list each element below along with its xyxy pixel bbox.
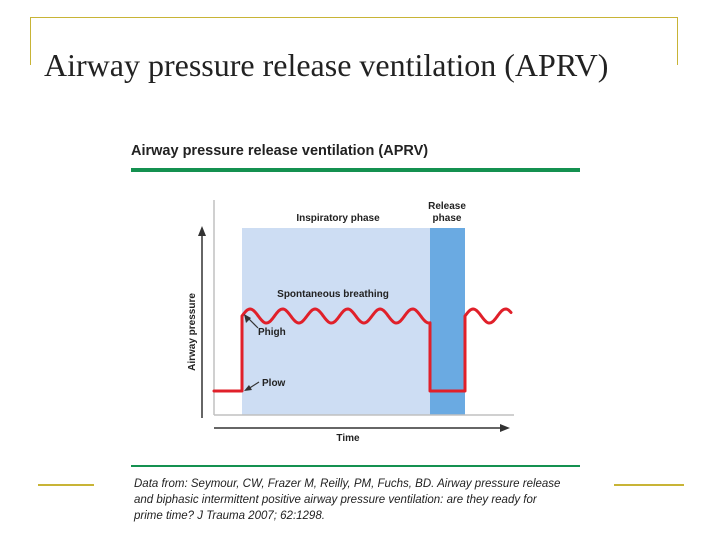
decorative-right-line	[677, 17, 678, 65]
plow-pointer-arrow-icon	[244, 385, 252, 391]
figure-footer-rule	[131, 465, 580, 467]
phigh-label: Phigh	[258, 327, 286, 338]
phigh-pointer-arrow-icon	[244, 314, 251, 323]
spontaneous-breathing-label: Spontaneous breathing	[277, 289, 389, 300]
inspiratory-phase-label: Inspiratory phase	[296, 213, 380, 224]
decorative-bottom-right-line	[614, 484, 684, 486]
y-axis-label: Airway pressure	[187, 293, 198, 371]
figure-citation: Data from: Seymour, CW, Frazer M, Reilly…	[134, 478, 561, 522]
release-phase-label-line2: phase	[433, 213, 462, 224]
decorative-left-line	[30, 17, 31, 65]
release-phase-region	[430, 228, 465, 415]
figure-header-rule	[131, 168, 580, 172]
plow-label: Plow	[262, 378, 286, 389]
decorative-bottom-left-line	[38, 484, 94, 486]
slide-title: Airway pressure release ventilation (APR…	[44, 47, 609, 83]
x-axis-label: Time	[336, 433, 360, 444]
aprv-diagram: Inspiratory phase Release phase Spontane…	[187, 200, 514, 444]
decorative-top-line	[30, 17, 678, 18]
x-axis-arrow-icon	[500, 424, 510, 432]
figure-title: Airway pressure release ventilation (APR…	[131, 143, 429, 159]
pressure-waveform	[212, 307, 513, 393]
release-phase-label-line1: Release	[428, 201, 466, 212]
y-axis-arrow-icon	[198, 226, 206, 236]
